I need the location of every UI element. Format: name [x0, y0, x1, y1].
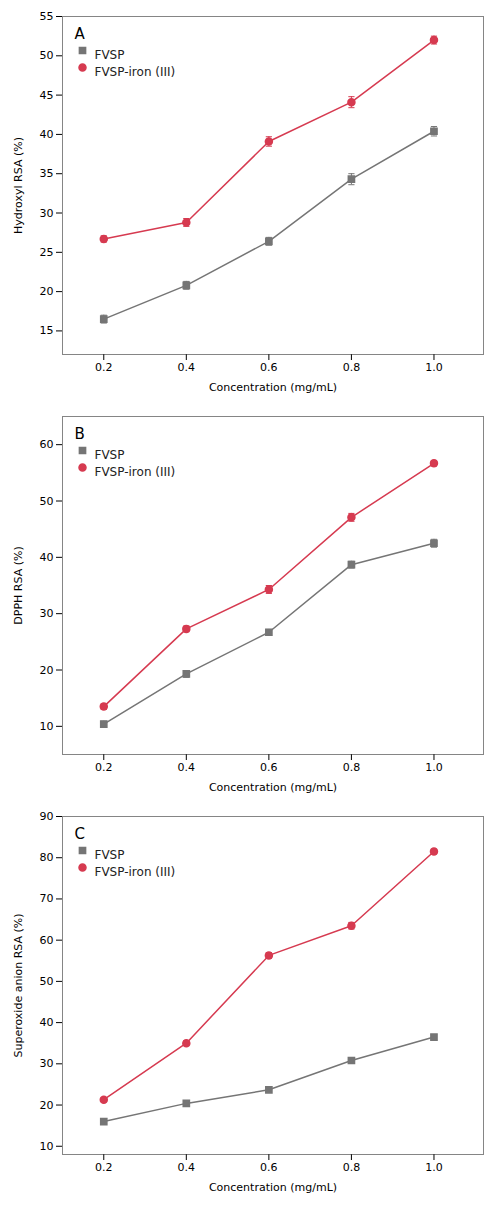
svg-text:FVSP: FVSP: [95, 448, 125, 462]
svg-text:0.8: 0.8: [343, 361, 361, 374]
svg-text:FVSP: FVSP: [95, 48, 125, 62]
svg-text:DPPH RSA (%): DPPH RSA (%): [12, 546, 25, 624]
svg-text:60: 60: [40, 438, 54, 451]
svg-text:0.6: 0.6: [260, 761, 278, 774]
svg-text:0.2: 0.2: [95, 1161, 113, 1174]
svg-text:0.4: 0.4: [178, 361, 196, 374]
svg-text:50: 50: [40, 975, 54, 988]
svg-text:Concentration (mg/mL): Concentration (mg/mL): [209, 381, 337, 394]
svg-text:70: 70: [40, 892, 54, 905]
svg-text:FVSP-iron (III): FVSP-iron (III): [95, 865, 176, 879]
svg-text:1.0: 1.0: [425, 761, 443, 774]
svg-text:30: 30: [40, 607, 54, 620]
svg-text:30: 30: [40, 1057, 54, 1070]
svg-text:0.4: 0.4: [178, 761, 196, 774]
svg-text:60: 60: [40, 934, 54, 947]
svg-text:0.2: 0.2: [95, 761, 113, 774]
svg-text:20: 20: [40, 285, 54, 298]
svg-text:20: 20: [40, 1099, 54, 1112]
svg-text:40: 40: [40, 128, 54, 141]
svg-text:B: B: [75, 425, 85, 443]
svg-text:0.2: 0.2: [95, 361, 113, 374]
svg-text:1.0: 1.0: [425, 1161, 443, 1174]
svg-text:C: C: [75, 825, 85, 843]
svg-text:20: 20: [40, 664, 54, 677]
svg-text:0.4: 0.4: [178, 1161, 196, 1174]
svg-text:10: 10: [40, 720, 54, 733]
svg-text:10: 10: [40, 1140, 54, 1153]
svg-text:Superoxide anion RSA (%): Superoxide anion RSA (%): [12, 913, 25, 1057]
svg-text:80: 80: [40, 851, 54, 864]
svg-text:1.0: 1.0: [425, 361, 443, 374]
svg-text:40: 40: [40, 1016, 54, 1029]
svg-text:45: 45: [40, 89, 54, 102]
svg-text:55: 55: [40, 10, 54, 23]
svg-text:FVSP-iron (III): FVSP-iron (III): [95, 65, 176, 79]
svg-text:A: A: [75, 25, 86, 43]
svg-text:40: 40: [40, 551, 54, 564]
svg-text:Concentration (mg/mL): Concentration (mg/mL): [209, 781, 337, 794]
svg-text:15: 15: [40, 324, 54, 337]
svg-text:Concentration (mg/mL): Concentration (mg/mL): [209, 1181, 337, 1194]
svg-text:25: 25: [40, 246, 54, 259]
svg-text:FVSP: FVSP: [95, 848, 125, 862]
svg-text:0.8: 0.8: [343, 761, 361, 774]
svg-text:35: 35: [40, 167, 54, 180]
svg-text:30: 30: [40, 207, 54, 220]
svg-text:Hydroxyl RSA (%): Hydroxyl RSA (%): [12, 137, 25, 234]
svg-text:50: 50: [40, 49, 54, 62]
svg-text:FVSP-iron (III): FVSP-iron (III): [95, 465, 176, 479]
svg-text:90: 90: [40, 810, 54, 823]
svg-text:0.6: 0.6: [260, 361, 278, 374]
svg-text:0.8: 0.8: [343, 1161, 361, 1174]
svg-text:0.6: 0.6: [260, 1161, 278, 1174]
svg-text:50: 50: [40, 495, 54, 508]
